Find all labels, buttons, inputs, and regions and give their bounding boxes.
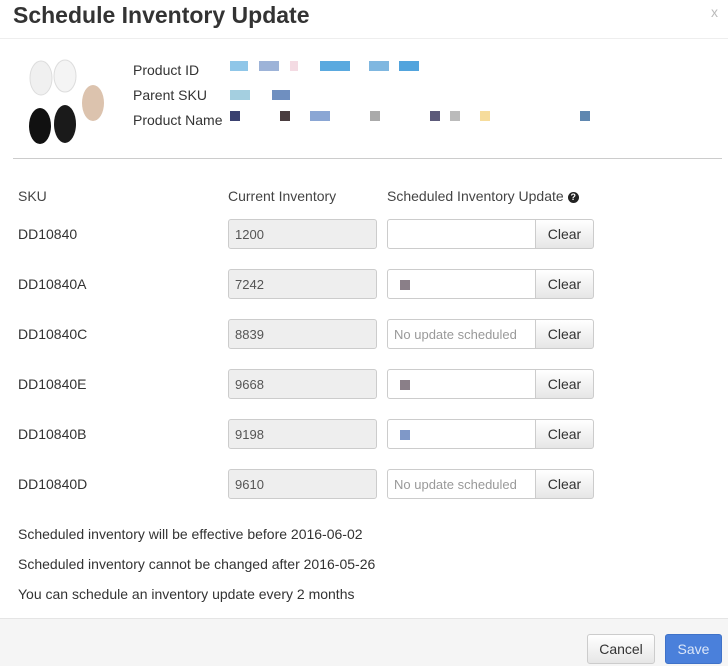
- note-text: You can schedule an inventory update eve…: [18, 586, 355, 602]
- scheduled-update-input[interactable]: No update scheduled: [387, 469, 536, 499]
- redacted-block: [230, 111, 240, 121]
- redacted-block: [430, 111, 440, 121]
- product-image: [29, 59, 104, 144]
- redacted-block: [400, 430, 410, 440]
- redacted-block: [450, 111, 460, 121]
- redacted-block: [580, 111, 590, 121]
- note-text: Scheduled inventory will be effective be…: [18, 526, 363, 542]
- redacted-block: [480, 111, 490, 121]
- clear-button[interactable]: Clear: [535, 319, 594, 349]
- scheduled-update-input[interactable]: No update scheduled: [387, 319, 536, 349]
- clear-button[interactable]: Clear: [535, 469, 594, 499]
- redacted-block: [259, 61, 279, 71]
- scheduled-update-header-label: Scheduled Inventory Update: [387, 188, 564, 204]
- sku-header: SKU: [18, 188, 47, 204]
- cancel-button[interactable]: Cancel: [587, 634, 655, 664]
- current-inventory-field: 1200: [228, 219, 377, 249]
- sku-cell: DD10840: [18, 226, 78, 242]
- redacted-block: [310, 111, 330, 121]
- current-inventory-field: 9668: [228, 369, 377, 399]
- help-icon[interactable]: ?: [567, 192, 579, 203]
- header-divider: [0, 38, 728, 39]
- scheduled-update-input[interactable]: [387, 219, 536, 249]
- current-inventory-field: 7242: [228, 269, 377, 299]
- redacted-block: [230, 61, 248, 71]
- scheduled-update-input[interactable]: [387, 369, 536, 399]
- dialog-title: Schedule Inventory Update: [13, 2, 310, 28]
- redacted-block: [290, 61, 298, 71]
- current-inventory-header: Current Inventory: [228, 188, 337, 204]
- clear-button[interactable]: Clear: [535, 269, 594, 299]
- redacted-block: [400, 380, 410, 390]
- save-button[interactable]: Save: [665, 634, 722, 664]
- clear-button[interactable]: Clear: [535, 219, 594, 249]
- redacted-block: [272, 90, 290, 100]
- sku-cell: DD10840A: [18, 276, 87, 292]
- sku-cell: DD10840B: [18, 426, 87, 442]
- product-name-label: Product Name: [133, 112, 223, 128]
- placeholder-text: No update scheduled: [394, 327, 517, 342]
- redacted-block: [400, 280, 410, 290]
- redacted-block: [370, 111, 380, 121]
- current-inventory-field: 8839: [228, 319, 377, 349]
- product-id-label: Product ID: [133, 62, 200, 78]
- current-inventory-field: 9198: [228, 419, 377, 449]
- redacted-block: [369, 61, 389, 71]
- redacted-block: [230, 90, 250, 100]
- scheduled-update-header: Scheduled Inventory Update?: [387, 188, 579, 204]
- parent-sku-label: Parent SKU: [133, 87, 207, 103]
- note-text: Scheduled inventory cannot be changed af…: [18, 556, 376, 572]
- clear-button[interactable]: Clear: [535, 369, 594, 399]
- redacted-block: [320, 61, 350, 71]
- sku-cell: DD10840E: [18, 376, 87, 392]
- redacted-block: [399, 61, 419, 71]
- sku-cell: DD10840D: [18, 476, 88, 492]
- close-icon[interactable]: x: [711, 4, 718, 20]
- redacted-block: [280, 111, 290, 121]
- scheduled-update-input[interactable]: [387, 269, 536, 299]
- current-inventory-field: 9610: [228, 469, 377, 499]
- section-divider: [13, 158, 722, 159]
- placeholder-text: No update scheduled: [394, 477, 517, 492]
- clear-button[interactable]: Clear: [535, 419, 594, 449]
- sku-cell: DD10840C: [18, 326, 88, 342]
- scheduled-update-input[interactable]: [387, 419, 536, 449]
